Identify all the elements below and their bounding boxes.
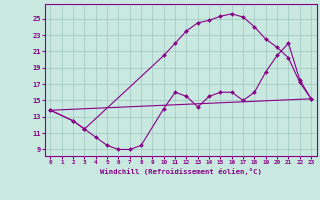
- X-axis label: Windchill (Refroidissement éolien,°C): Windchill (Refroidissement éolien,°C): [100, 168, 262, 175]
